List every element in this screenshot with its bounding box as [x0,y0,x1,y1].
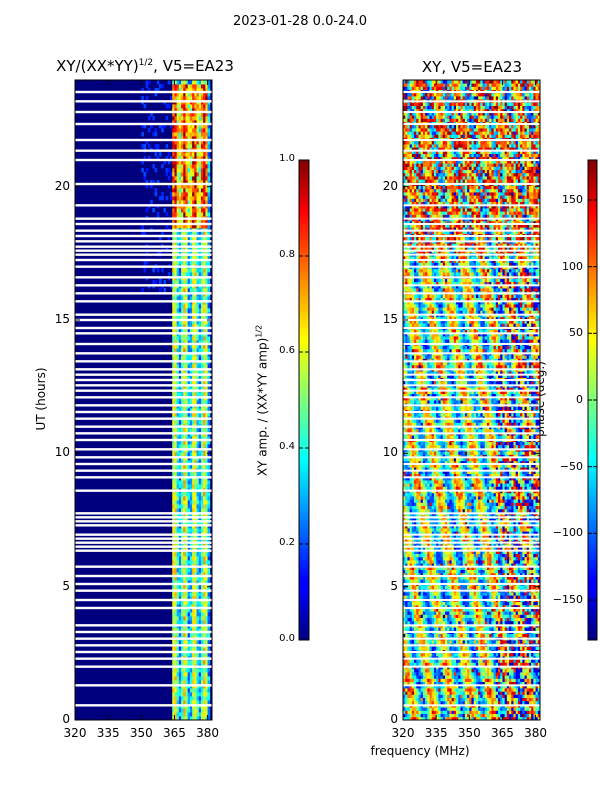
left-heatmap [74,79,213,721]
right-xtick-label: 335 [424,726,448,740]
figure-suptitle: 2023-01-28 0.0-24.0 [233,14,367,29]
left-colorbar-tick-label: 0.2 [279,537,295,548]
right-colorbar-tick-label: 150 [562,193,583,206]
left-colorbar-tick-label: 0.6 [279,345,295,356]
left-colorbar-tick-label: 0.8 [279,249,295,260]
left-ytick-label: 20 [54,178,70,193]
left-colorbar [298,159,310,641]
right-colorbar-tick-label: −50 [559,459,583,473]
left-xtick-label: 350 [129,726,153,740]
right-ytick-label: 10 [382,445,398,460]
axes-ticks [74,80,597,721]
left-xtick-label: 335 [96,726,120,740]
right-heatmap [402,79,541,721]
right-ytick-label: 0 [390,712,398,726]
right-xtick-label: 380 [524,726,548,740]
left-ytick-label: 0 [62,712,70,726]
left-xtick-label: 320 [63,726,87,740]
left-title-sup: 1/2 [138,58,154,68]
right-colorbar-tick-label: −150 [552,593,583,606]
left-colorbar-tick-label: 0.4 [279,441,295,452]
left-title-tail: , V5=EA23 [153,57,234,75]
left-ytick-label: 5 [62,578,70,593]
left-colorbar-tick-label: 0.0 [279,633,295,644]
left-colorbar-tick-label: 1.0 [279,153,295,164]
left-ytick-label: 10 [54,445,70,460]
right-colorbar-tick-label: −100 [552,526,583,540]
right-ytick-label: 15 [382,312,398,326]
right-plot-title: XY, V5=EA23 [421,58,523,76]
right-colorbar-tick-label: 0 [576,393,583,406]
left-ytick-label: 15 [54,312,70,326]
right-colorbar-tick-label: 50 [569,326,583,340]
left-xtick-label: 365 [162,726,186,740]
left-plot-title: XY/(XX*YY)1/2, V5=EA23 [30,57,260,75]
right-xtick-label: 350 [457,726,481,740]
shared-xlabel: frequency (MHz) [370,744,470,758]
right-colorbar-tick-label: 100 [562,259,583,273]
right-xtick-label: 365 [490,726,514,740]
left-title-main: XY/(XX*YY) [56,57,139,75]
left-xtick-label: 380 [196,726,220,740]
right-xtick-label: 320 [391,726,415,740]
right-ytick-label: 5 [390,578,398,593]
right-ytick-label: 20 [382,178,398,193]
